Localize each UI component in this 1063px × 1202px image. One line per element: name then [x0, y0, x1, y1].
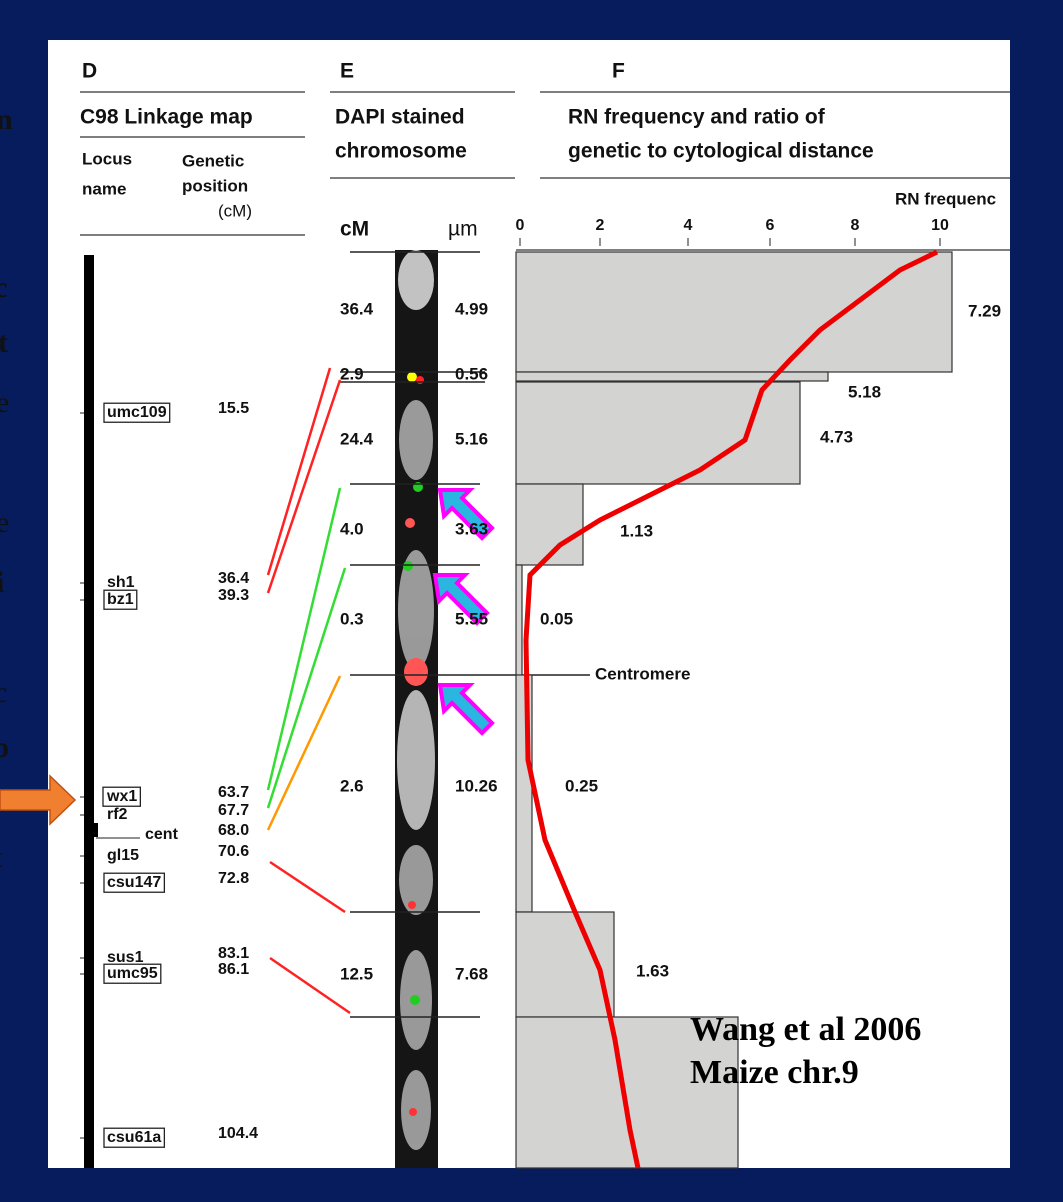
panel-title: genetic to cytological distance	[568, 140, 874, 163]
ratio-label: 5.18	[848, 382, 881, 401]
locus-name: rf2	[107, 806, 128, 823]
locus-position: 83.1	[218, 945, 249, 962]
fish-signals	[403, 372, 428, 1116]
panel-title: DAPI stained	[335, 106, 465, 129]
connector-lines	[266, 367, 351, 1015]
interval-cm: 2.6	[340, 776, 364, 795]
interval-um: 10.26	[455, 776, 498, 795]
ratio-label: 1.63	[636, 961, 669, 980]
fragment: c	[0, 271, 7, 304]
column-header: (cM)	[218, 201, 252, 220]
interval-um: 5.55	[455, 609, 488, 628]
interval-cm: 4.0	[340, 519, 364, 538]
ratio-label: 4.73	[820, 427, 853, 446]
axis-tick-label: 4	[684, 217, 693, 234]
citation: Wang et al 2006	[690, 1011, 921, 1048]
locus-name: sus1	[107, 949, 144, 966]
fragment: e	[0, 506, 9, 539]
interval-um: 5.16	[455, 429, 488, 448]
fragment: i	[0, 566, 4, 599]
locus-name: gl15	[107, 847, 139, 864]
rn-bars	[515, 251, 953, 1169]
locus-position: 72.8	[218, 870, 249, 887]
locus-position: 36.4	[218, 570, 249, 587]
panel-letter: F	[612, 60, 625, 83]
fragment: o	[0, 731, 9, 764]
axis-title: RN frequenc	[895, 189, 996, 208]
axis-tick-label: 10	[931, 217, 949, 234]
interval-um: 0.56	[455, 364, 488, 383]
locus-position: 15.5	[218, 400, 249, 417]
background-text: n c t e e i c o t	[0, 103, 13, 874]
interval-um: 7.68	[455, 964, 488, 983]
fragment: t	[0, 326, 8, 359]
interval-cm: 12.5	[340, 964, 373, 983]
locus-box	[103, 1127, 166, 1148]
locus-name: bz1	[107, 591, 134, 608]
axis-tick-label: 8	[851, 217, 860, 234]
interval-cm: 36.4	[340, 299, 374, 318]
panel-title: RN frequency and ratio of	[568, 106, 826, 129]
ratio-label: 0.05	[540, 609, 573, 628]
linkage-bar	[84, 255, 94, 1168]
interval-um: 3.63	[455, 519, 488, 538]
locus-name: umc95	[107, 965, 158, 982]
fragment: c	[0, 676, 7, 709]
column-header: cM	[340, 218, 369, 241]
panel-title: C98 Linkage map	[80, 106, 253, 129]
ratio-label: 7.29	[968, 301, 1001, 320]
interval-cm: 24.4	[340, 429, 374, 448]
rn-curve	[523, 249, 939, 1169]
fragment: n	[0, 103, 13, 136]
ratio-label: 1.13	[620, 521, 653, 540]
axis-tick-label: 2	[596, 217, 605, 234]
locus-name: sh1	[107, 574, 135, 591]
locus-name: cent	[145, 826, 179, 843]
locus-position: 68.0	[218, 822, 249, 839]
centromere-label: Centromere	[595, 664, 690, 683]
column-header: Genetic	[182, 151, 244, 170]
citation: Maize chr.9	[690, 1054, 859, 1091]
column-header: µm	[448, 218, 478, 241]
fragment: t	[0, 841, 3, 874]
locus-box	[103, 402, 171, 423]
locus-name: umc109	[107, 404, 167, 421]
locus-position: 67.7	[218, 802, 249, 819]
figure: D E F C98 Linkage map DAPI stained chrom…	[80, 60, 1010, 1169]
locus-box	[103, 872, 166, 893]
orange-arrow	[0, 774, 77, 826]
axis-tick-label: 6	[766, 217, 775, 234]
pointer-arrows	[432, 488, 495, 736]
locus-name: csu61a	[107, 1129, 161, 1146]
ratio-label: 0.25	[565, 776, 598, 795]
panel-title: chromosome	[335, 140, 467, 163]
locus-position: 63.7	[218, 784, 249, 801]
interval-um: 4.99	[455, 299, 488, 318]
locus-position: 39.3	[218, 587, 249, 604]
panel-letter: D	[82, 60, 97, 83]
column-header: name	[82, 179, 126, 198]
column-header: Locus	[82, 149, 132, 168]
interval-cm: 2.9	[340, 364, 364, 383]
locus-name: wx1	[106, 788, 137, 805]
locus-box	[102, 786, 141, 807]
fragment: e	[0, 386, 9, 419]
locus-position: 70.6	[218, 843, 249, 860]
locus-position: 104.4	[218, 1125, 258, 1142]
locus-position: 86.1	[218, 961, 249, 978]
column-header: position	[182, 176, 248, 195]
locus-name: csu147	[107, 874, 161, 891]
panel-letter: E	[340, 60, 354, 83]
axis-tick-label: 0	[516, 217, 525, 234]
interval-cm: 0.3	[340, 609, 364, 628]
locus-box	[103, 589, 138, 610]
locus-box	[103, 963, 162, 984]
centromere-marker	[84, 823, 98, 837]
